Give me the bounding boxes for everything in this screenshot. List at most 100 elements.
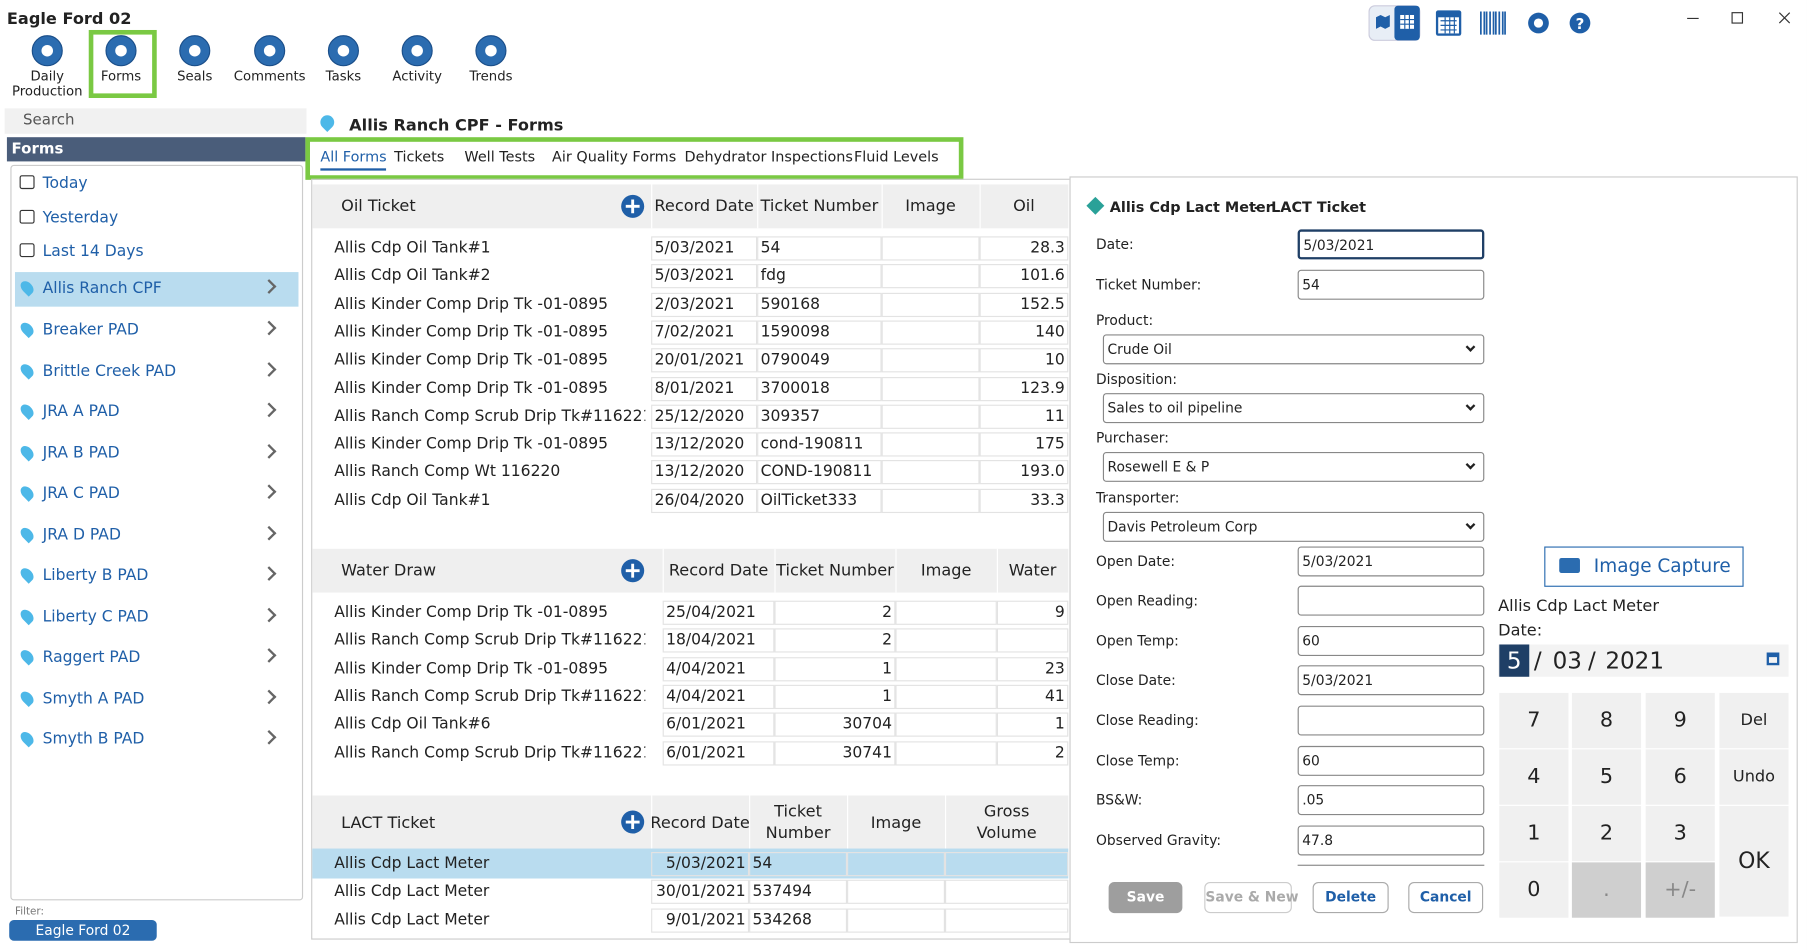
top-right-icons[interactable]: ? [1366, 3, 1596, 42]
toolbar-button[interactable]: Daily Production [11, 68, 83, 100]
text-input[interactable]: 5/03/2021 [1297, 546, 1485, 577]
tab[interactable]: Well Tests [464, 147, 536, 165]
toolbar-button[interactable]: Seals [177, 68, 213, 85]
form-button[interactable]: Save [1108, 881, 1183, 914]
text-input[interactable]: 60 [1297, 745, 1485, 776]
tab[interactable]: Fluid Levels [853, 147, 939, 165]
keypad-key[interactable]: 6 [1645, 749, 1715, 805]
form-button[interactable]: Save & New [1204, 881, 1299, 914]
column-header[interactable]: Oil Ticket [341, 196, 416, 216]
toolbar-button[interactable]: Forms [100, 68, 142, 85]
sidebar-item[interactable]: Today [42, 174, 88, 193]
sidebar-item[interactable]: JRA C PAD [42, 484, 120, 503]
text-input[interactable]: .05 [1297, 785, 1485, 816]
sidebar-item[interactable]: Breaker PAD [42, 320, 139, 339]
sidebar-item[interactable]: JRA B PAD [42, 443, 120, 462]
cell-border [881, 488, 980, 513]
filter-chip[interactable]: Eagle Ford 02 [9, 920, 157, 941]
column-header[interactable]: Oil [1013, 196, 1035, 216]
keypad-key[interactable]: Undo [1719, 749, 1789, 805]
column-header[interactable]: Image [920, 560, 972, 580]
image-capture-button[interactable]: Image Capture [1544, 546, 1744, 587]
window-controls[interactable] [1683, 7, 1798, 30]
text-input[interactable]: 5/03/2021 [1297, 665, 1485, 696]
toolbar-button[interactable]: Comments [233, 68, 306, 85]
keypad-key[interactable]: +/- [1645, 862, 1715, 918]
keypad-key[interactable]: 0 [1499, 862, 1569, 918]
keypad-key[interactable]: . [1571, 862, 1642, 918]
sidebar-item[interactable]: Liberty C PAD [42, 607, 149, 626]
cell-border [881, 432, 980, 457]
tab[interactable]: Dehydrator Inspections [684, 147, 853, 165]
sidebar-item[interactable]: JRA A PAD [42, 402, 120, 421]
add-button[interactable] [620, 558, 645, 583]
date-part[interactable]: 5 [1499, 644, 1530, 677]
field-label: Open Reading: [1095, 592, 1199, 609]
keypad-key[interactable]: 3 [1645, 805, 1715, 862]
column-header[interactable]: Gross Volume [976, 802, 1037, 843]
keypad-key[interactable]: OK [1719, 805, 1789, 917]
date-part[interactable]: 03 [1552, 646, 1582, 675]
selected-row [14, 272, 299, 307]
sidebar-item[interactable]: Raggert PAD [42, 647, 141, 667]
table-cell: 18/04/2021 [666, 630, 756, 650]
sidebar-item[interactable]: Brittle Creek PAD [42, 361, 177, 380]
sidebar-item[interactable]: Yesterday [42, 208, 119, 228]
sidebar-item[interactable]: Last 14 Days [42, 242, 144, 261]
cell-border [662, 740, 775, 765]
table-cell: Allis Cdp Oil Tank#2 [334, 266, 491, 286]
table-cell: Allis Cdp Lact Meter [334, 910, 490, 929]
search-box[interactable]: Search [4, 108, 307, 134]
sidebar-item[interactable]: Smyth B PAD [42, 729, 145, 749]
keypad-key[interactable]: 8 [1571, 692, 1642, 749]
table-cell: 23 [1045, 658, 1065, 678]
keypad-key[interactable]: 7 [1499, 692, 1569, 749]
keypad-key[interactable]: 4 [1499, 749, 1569, 805]
column-header[interactable]: Record Date [650, 813, 750, 832]
date-part[interactable]: 2021 [1605, 646, 1664, 675]
tab[interactable]: Air Quality Forms [552, 147, 677, 165]
field-value: Sales to oil pipeline [1107, 400, 1243, 417]
add-button[interactable] [620, 809, 645, 834]
keypad-key[interactable]: 5 [1571, 749, 1642, 805]
keypad-key[interactable]: 9 [1645, 692, 1715, 749]
dropdown[interactable]: Crude Oil [1102, 334, 1485, 365]
column-header[interactable]: Record Date [668, 560, 769, 580]
add-button[interactable] [620, 194, 645, 219]
toolbar-button[interactable]: Tasks [325, 68, 362, 85]
text-input[interactable]: 60 [1297, 626, 1485, 657]
column-header[interactable]: Record Date [654, 196, 754, 216]
column-header[interactable]: Image [905, 196, 956, 216]
cell-border [662, 628, 775, 653]
column-header[interactable]: Ticket Number [765, 802, 831, 843]
dropdown[interactable]: Davis Petroleum Corp [1102, 511, 1485, 542]
tab[interactable]: All Forms [320, 148, 387, 171]
cell-border [662, 684, 775, 709]
keypad-key[interactable]: 1 [1499, 805, 1569, 862]
sidebar-item[interactable]: Smyth A PAD [42, 688, 145, 708]
toolbar-button[interactable]: Activity [392, 68, 442, 85]
table-cell: 10 [1045, 350, 1065, 370]
sidebar-item[interactable]: JRA D PAD [42, 525, 121, 544]
text-input[interactable]: 47.8 [1297, 825, 1485, 856]
column-header[interactable]: LACT Ticket [341, 813, 436, 832]
dropdown[interactable]: Sales to oil pipeline [1102, 393, 1485, 424]
column-header[interactable]: Ticket Number [760, 196, 879, 216]
column-header[interactable]: Water Draw [341, 560, 437, 580]
form-button[interactable]: Cancel [1408, 881, 1484, 914]
text-input[interactable] [1297, 705, 1485, 736]
dropdown[interactable]: Rosewell E & P [1102, 451, 1485, 482]
column-header[interactable]: Image [870, 813, 922, 832]
sidebar-item[interactable]: Liberty B PAD [42, 566, 149, 585]
column-header[interactable]: Ticket Number [776, 560, 894, 580]
text-input[interactable]: 54 [1297, 269, 1485, 300]
form-button[interactable]: Delete [1312, 881, 1389, 914]
text-input[interactable] [1297, 585, 1485, 616]
sidebar-item[interactable]: Allis Ranch CPF [42, 279, 162, 298]
text-input[interactable]: 5/03/2021 [1297, 229, 1485, 260]
keypad-key[interactable]: Del [1719, 692, 1789, 749]
toolbar-button[interactable]: Trends [469, 68, 513, 85]
keypad-key[interactable]: 2 [1571, 805, 1642, 862]
column-header[interactable]: Water [1008, 560, 1057, 580]
tab[interactable]: Tickets [394, 147, 445, 165]
